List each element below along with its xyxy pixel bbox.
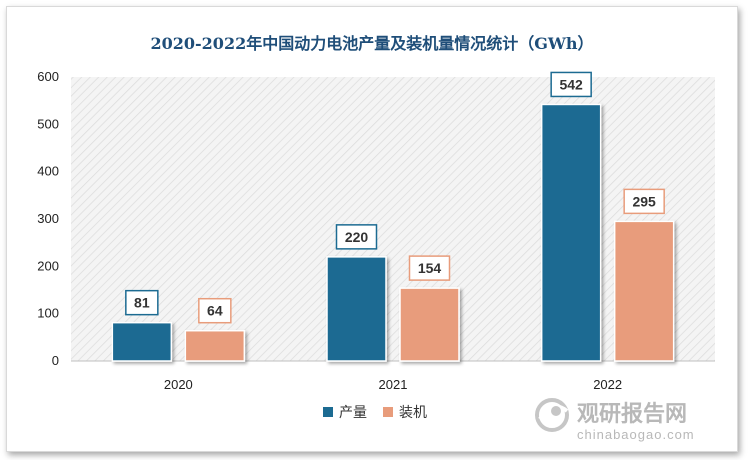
y-tick-label: 200: [37, 258, 59, 273]
bar-installed-2021: [399, 287, 460, 362]
plot-area: [71, 77, 715, 361]
legend: 产量 装机: [323, 405, 427, 421]
data-label-box: [623, 188, 665, 215]
watermark-name: 观研报告网: [577, 402, 687, 427]
legend-label: 装机: [399, 405, 427, 421]
chart-frame: 2020-2022年中国动力电池产量及装机量情况统计（GWh） 0 100 200 3…: [6, 6, 738, 452]
data-label: 220: [345, 229, 369, 245]
data-label: 64: [207, 303, 223, 319]
y-tick-label: 300: [37, 211, 59, 226]
data-label-box: [408, 255, 451, 281]
bar-production-2021: [326, 256, 387, 362]
bars: [111, 103, 675, 362]
x-category-label: 2021: [379, 377, 408, 392]
legend-swatch: [383, 407, 393, 417]
data-label-box: [335, 224, 378, 250]
watermark-logo-icon: [535, 398, 569, 432]
x-category-label: 2020: [164, 377, 193, 392]
bar-chart: 2020-2022年中国动力电池产量及装机量情况统计（GWh） 0 100 200 3…: [37, 34, 715, 442]
data-label: 154: [418, 260, 442, 276]
x-axis-categories: 2020 2021 2022: [164, 377, 622, 392]
y-axis-ticks: 0 100 200 300 400 500 600: [37, 69, 59, 368]
bar-production-2022: [540, 103, 602, 362]
data-label-box: [550, 71, 592, 98]
data-label-box: [198, 297, 232, 324]
data-label: 81: [134, 295, 150, 311]
chart-title: 2020-2022年中国动力电池产量及装机量情况统计（GWh）: [151, 34, 594, 53]
bar-installed-2022: [613, 220, 675, 362]
y-tick-label: 0: [52, 353, 59, 368]
data-labels: 81 64 220 154 542 295: [125, 71, 665, 324]
y-tick-label: 400: [37, 164, 59, 179]
y-tick-label: 500: [37, 116, 59, 131]
x-category-label: 2022: [593, 377, 622, 392]
watermark: 观研报告网 chinabaogao.com: [535, 398, 695, 442]
y-tick-label: 100: [37, 306, 59, 321]
bar-installed-2020: [184, 329, 246, 362]
watermark-url: chinabaogao.com: [577, 427, 695, 442]
data-label-box: [125, 289, 159, 316]
y-tick-label: 600: [37, 69, 59, 84]
legend-swatch: [323, 407, 333, 417]
data-label: 295: [632, 193, 656, 209]
legend-label: 产量: [339, 405, 367, 421]
bar-production-2020: [111, 321, 173, 362]
data-label: 542: [559, 76, 583, 92]
